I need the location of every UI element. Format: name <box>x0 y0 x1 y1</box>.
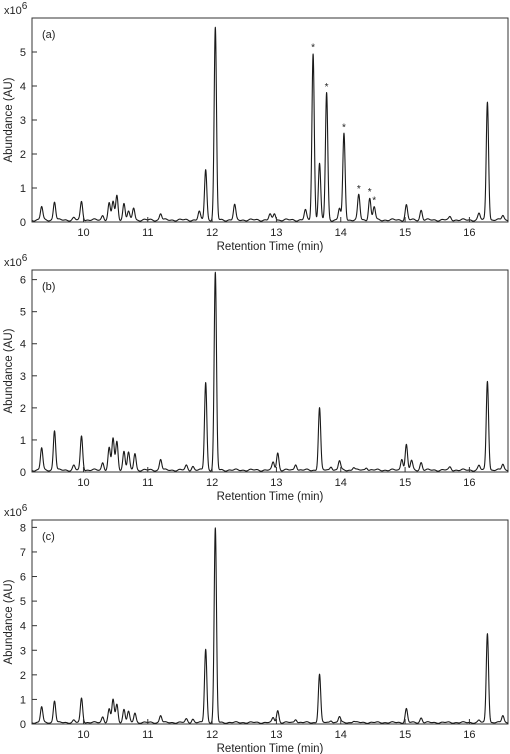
x-tick-label: 15 <box>399 227 411 239</box>
y-tick-label: 0 <box>20 467 26 479</box>
panel-label: (a) <box>42 29 55 41</box>
x-tick-label: 16 <box>463 227 475 239</box>
x-axis-label: Retention Time (min) <box>217 743 324 754</box>
plot-frame <box>31 269 509 473</box>
x-tick-label: 12 <box>206 729 218 741</box>
panel-label: (c) <box>42 531 55 543</box>
y-tick-label: 0 <box>20 217 26 229</box>
x-tick-label: 13 <box>270 227 282 239</box>
x-axis-label: Retention Time (min) <box>217 491 324 503</box>
plot-frame <box>31 17 509 223</box>
x-tick-label: 13 <box>270 477 282 489</box>
y-tick-label: 3 <box>20 115 26 127</box>
plot-frame <box>31 519 509 725</box>
y-axis-label: Abundance (AU) <box>3 77 15 162</box>
y-tick-label: 4 <box>20 339 26 351</box>
x-tick-label: 14 <box>335 729 347 741</box>
y-tick-label: 6 <box>20 572 26 584</box>
x-tick-label: 15 <box>399 477 411 489</box>
y-multiplier-label: x106 <box>4 503 28 519</box>
y-axis-label: Abundance (AU) <box>3 328 15 413</box>
y-tick-label: 2 <box>20 149 26 161</box>
y-tick-label: 3 <box>20 645 26 657</box>
y-tick-label: 4 <box>20 621 26 633</box>
x-tick-label: 11 <box>142 729 153 741</box>
peak-asterisk-marker: * <box>311 43 315 54</box>
x-tick-label: 10 <box>77 729 89 741</box>
x-axis-label: Retention Time (min) <box>217 241 324 253</box>
y-axis-label: Abundance (AU) <box>3 579 15 664</box>
chromatogram-trace <box>31 527 509 724</box>
x-tick-label: 15 <box>399 729 411 741</box>
x-tick-label: 10 <box>77 227 89 239</box>
y-tick-label: 2 <box>20 403 26 415</box>
y-tick-label: 3 <box>20 371 26 383</box>
y-tick-label: 4 <box>20 81 26 93</box>
y-tick-label: 1 <box>20 694 26 706</box>
y-tick-label: 6 <box>20 275 26 287</box>
y-tick-label: 5 <box>20 307 26 319</box>
y-multiplier-label: x106 <box>4 1 28 17</box>
y-tick-label: 0 <box>20 719 26 731</box>
peak-asterisk-marker: * <box>368 187 372 198</box>
x-tick-label: 14 <box>335 477 347 489</box>
y-tick-label: 5 <box>20 47 26 59</box>
y-tick-label: 8 <box>20 522 26 534</box>
x-tick-label: 14 <box>335 227 347 239</box>
y-tick-label: 7 <box>20 547 26 559</box>
peak-asterisk-marker: * <box>372 196 376 207</box>
y-tick-label: 1 <box>20 183 26 195</box>
y-multiplier-label: x106 <box>4 253 28 269</box>
x-tick-label: 16 <box>463 729 475 741</box>
x-tick-label: 10 <box>77 477 89 489</box>
x-tick-label: 16 <box>463 477 475 489</box>
x-tick-label: 11 <box>142 227 153 239</box>
x-tick-label: 11 <box>142 477 153 489</box>
y-tick-label: 5 <box>20 596 26 608</box>
peak-asterisk-marker: * <box>342 123 346 134</box>
chart-panel-3: 10 11 12 13 14 15 16012345678x106(c)Retention … <box>3 503 509 754</box>
x-tick-label: 12 <box>206 477 218 489</box>
chromatogram-trace <box>31 26 509 222</box>
y-tick-label: 2 <box>20 670 26 682</box>
x-tick-label: 12 <box>206 227 218 239</box>
peak-asterisk-marker: * <box>325 82 329 93</box>
x-tick-label: 13 <box>270 729 282 741</box>
peak-asterisk-marker: * <box>357 184 361 195</box>
panel-label: (b) <box>42 281 55 293</box>
y-tick-label: 1 <box>20 435 26 447</box>
chromatogram-trace <box>31 271 509 472</box>
